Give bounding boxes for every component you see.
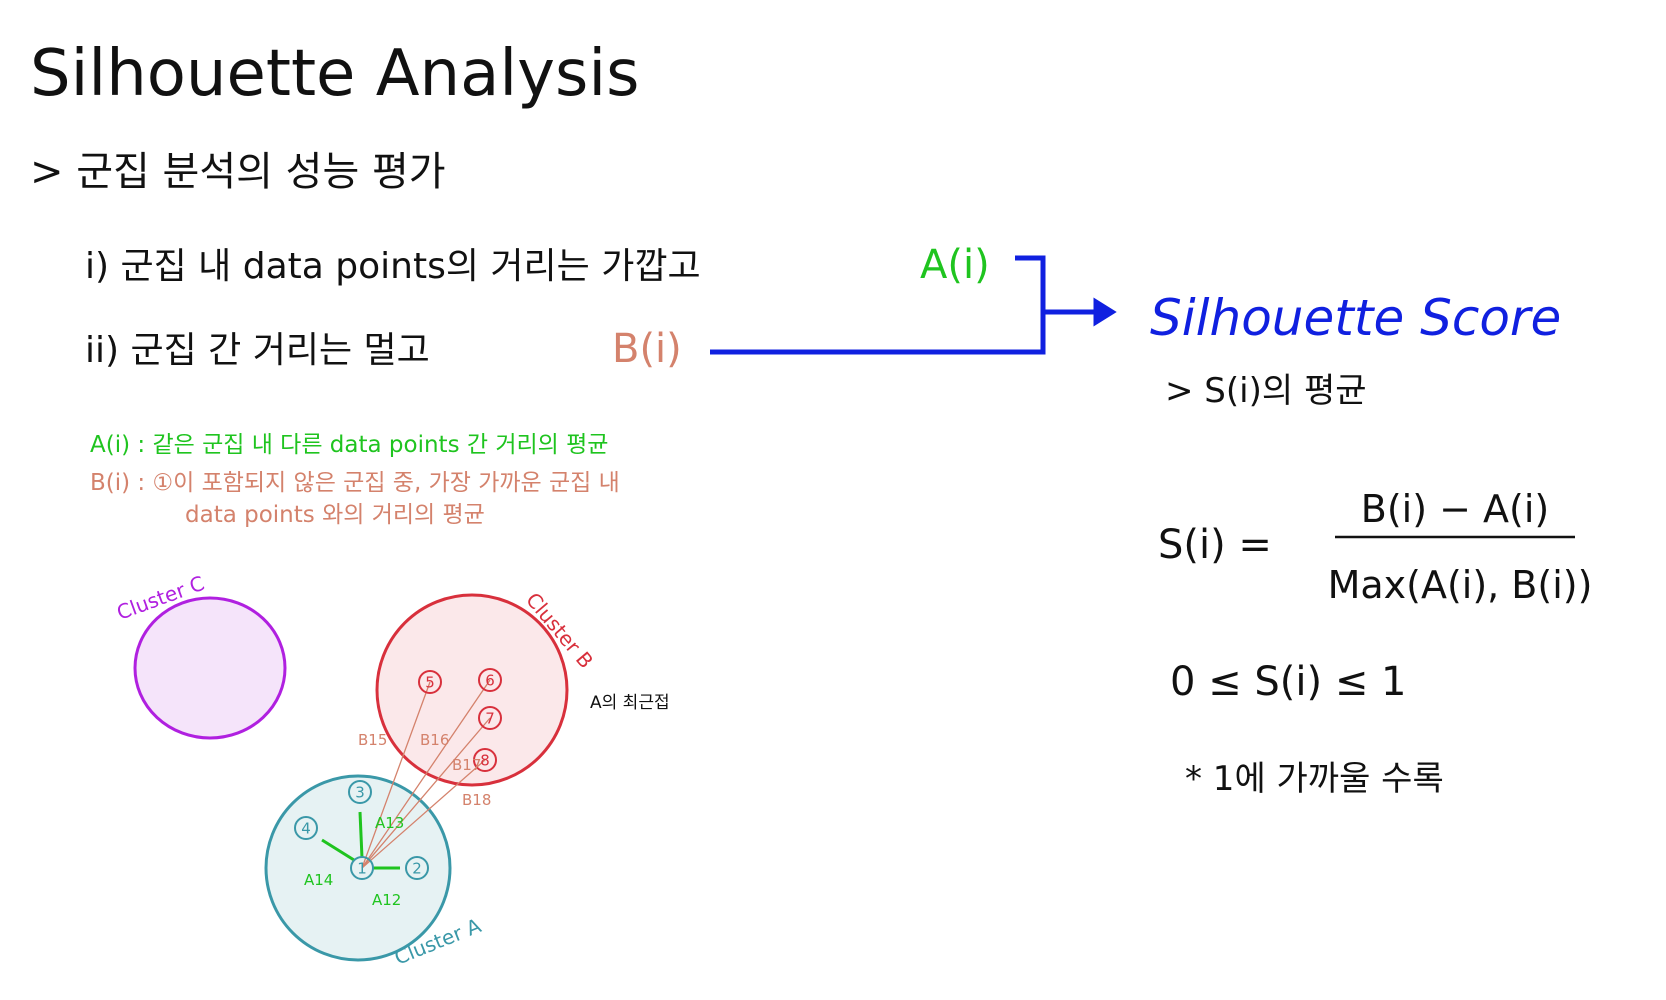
condition-term: A(i) (920, 242, 990, 288)
nearest-note: A의 최근접 (590, 693, 670, 713)
formula-lhs: S(i) = (1158, 522, 1272, 568)
point-circle (478, 668, 502, 692)
edge-label: A12 (372, 891, 401, 909)
result-note: > S(i)의 평균 (1165, 371, 1367, 411)
point-circle (405, 856, 429, 880)
edge-label: A14 (304, 871, 333, 889)
condition-term: B(i) (612, 326, 682, 372)
condition-text: ii) 군집 간 거리는 멀고 (85, 330, 430, 371)
connector-arrow (710, 255, 1117, 355)
point-label: 8 (480, 752, 490, 770)
point-label: 5 (425, 674, 435, 692)
subtitle: > 군집 분석의 성능 평가 (30, 149, 446, 195)
formula-denominator: Max(A(i), B(i)) (1328, 563, 1593, 607)
formula-range: 0 ≤ S(i) ≤ 1 (1170, 659, 1407, 705)
definition: data points 와의 거리의 평균 (185, 502, 485, 528)
title: Silhouette Analysis (30, 37, 639, 111)
cluster-b (375, 593, 569, 787)
point-circle (294, 816, 318, 840)
point-label: 4 (301, 820, 311, 838)
edge-label: B16 (420, 731, 449, 749)
edge-label: B15 (358, 731, 387, 749)
point-label: 7 (485, 710, 495, 728)
point-circle (478, 706, 502, 730)
definition: B(i) : ①이 포함되지 않은 군집 중, 가장 가까운 군집 내 (90, 470, 620, 496)
point-circle (473, 748, 497, 772)
edge-label: B18 (462, 791, 491, 809)
edge-label: A13 (375, 814, 404, 832)
definition: A(i) : 같은 군집 내 다른 data points 간 거리의 평균 (90, 432, 608, 458)
condition-text: i) 군집 내 data points의 거리는 가깝고 (85, 246, 701, 287)
edge-label: B17 (452, 756, 481, 774)
a-edges (321, 811, 400, 870)
point-label: 2 (412, 860, 422, 878)
point-circle (348, 780, 372, 804)
point-label: 1 (357, 860, 367, 878)
b-edges (361, 679, 491, 869)
formula-numerator: B(i) − A(i) (1361, 487, 1549, 531)
point-label: 3 (355, 784, 365, 802)
point-circle (350, 856, 374, 880)
formula-note: * 1에 가까울 수록 (1185, 759, 1444, 799)
point-label: 6 (485, 672, 495, 690)
point-circle (418, 670, 442, 694)
result-title: Silhouette Score (1150, 289, 1561, 347)
cluster-a (264, 774, 452, 962)
cluster-c (133, 596, 287, 740)
